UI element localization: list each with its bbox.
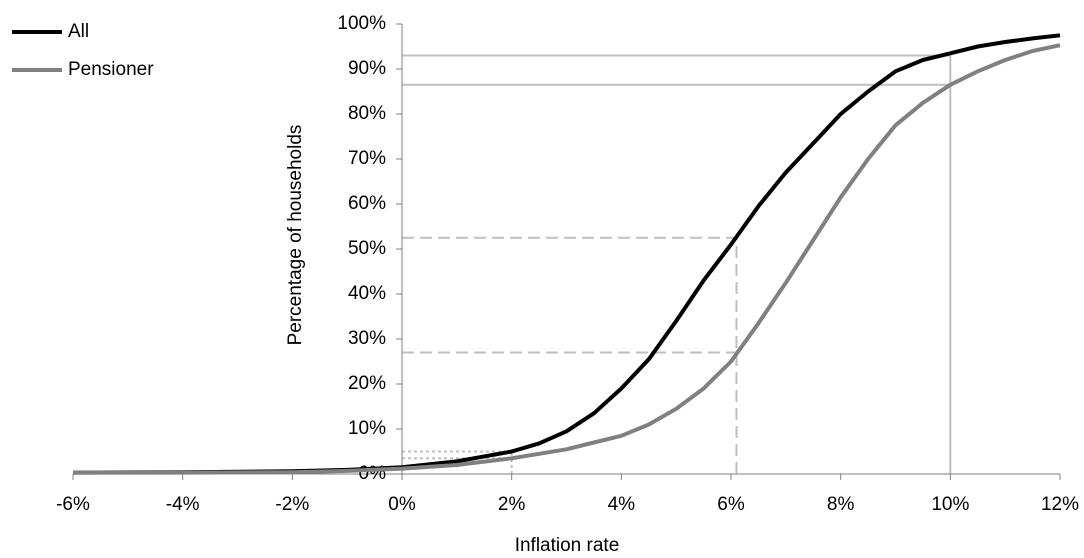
x-tick-label: 2% (498, 494, 526, 515)
series-line (73, 43, 1061, 475)
x-tick-label: 10% (931, 494, 969, 515)
x-axis-title: Inflation rate (515, 535, 620, 556)
y-axis-title: Percentage of households (285, 125, 306, 346)
y-tick-label: 0% (359, 463, 387, 484)
y-tick-label: 80% (348, 103, 386, 124)
y-tick-label: 10% (348, 418, 386, 439)
x-tick-label: 0% (388, 494, 416, 515)
y-tick-label: 40% (348, 283, 386, 304)
x-tick-label: 4% (608, 494, 636, 515)
x-tick-label: 8% (827, 494, 855, 515)
y-tick-label: 90% (348, 58, 386, 79)
legend-label: Pensioner (68, 59, 154, 80)
y-tick-label: 50% (348, 238, 386, 259)
y-tick-label: 60% (348, 193, 386, 214)
x-tick-label: -6% (56, 494, 90, 515)
y-tick-label: 70% (348, 148, 386, 169)
y-tick-label: 20% (348, 373, 386, 394)
x-tick-label: -2% (275, 494, 309, 515)
legend-label: All (68, 21, 89, 42)
x-tick-label: -4% (166, 494, 200, 515)
x-tick-label: 12% (1041, 494, 1079, 515)
x-tick-label: 6% (717, 494, 745, 515)
y-tick-label: 100% (337, 13, 386, 34)
y-tick-label: 30% (348, 328, 386, 349)
series-line (72, 33, 1061, 475)
